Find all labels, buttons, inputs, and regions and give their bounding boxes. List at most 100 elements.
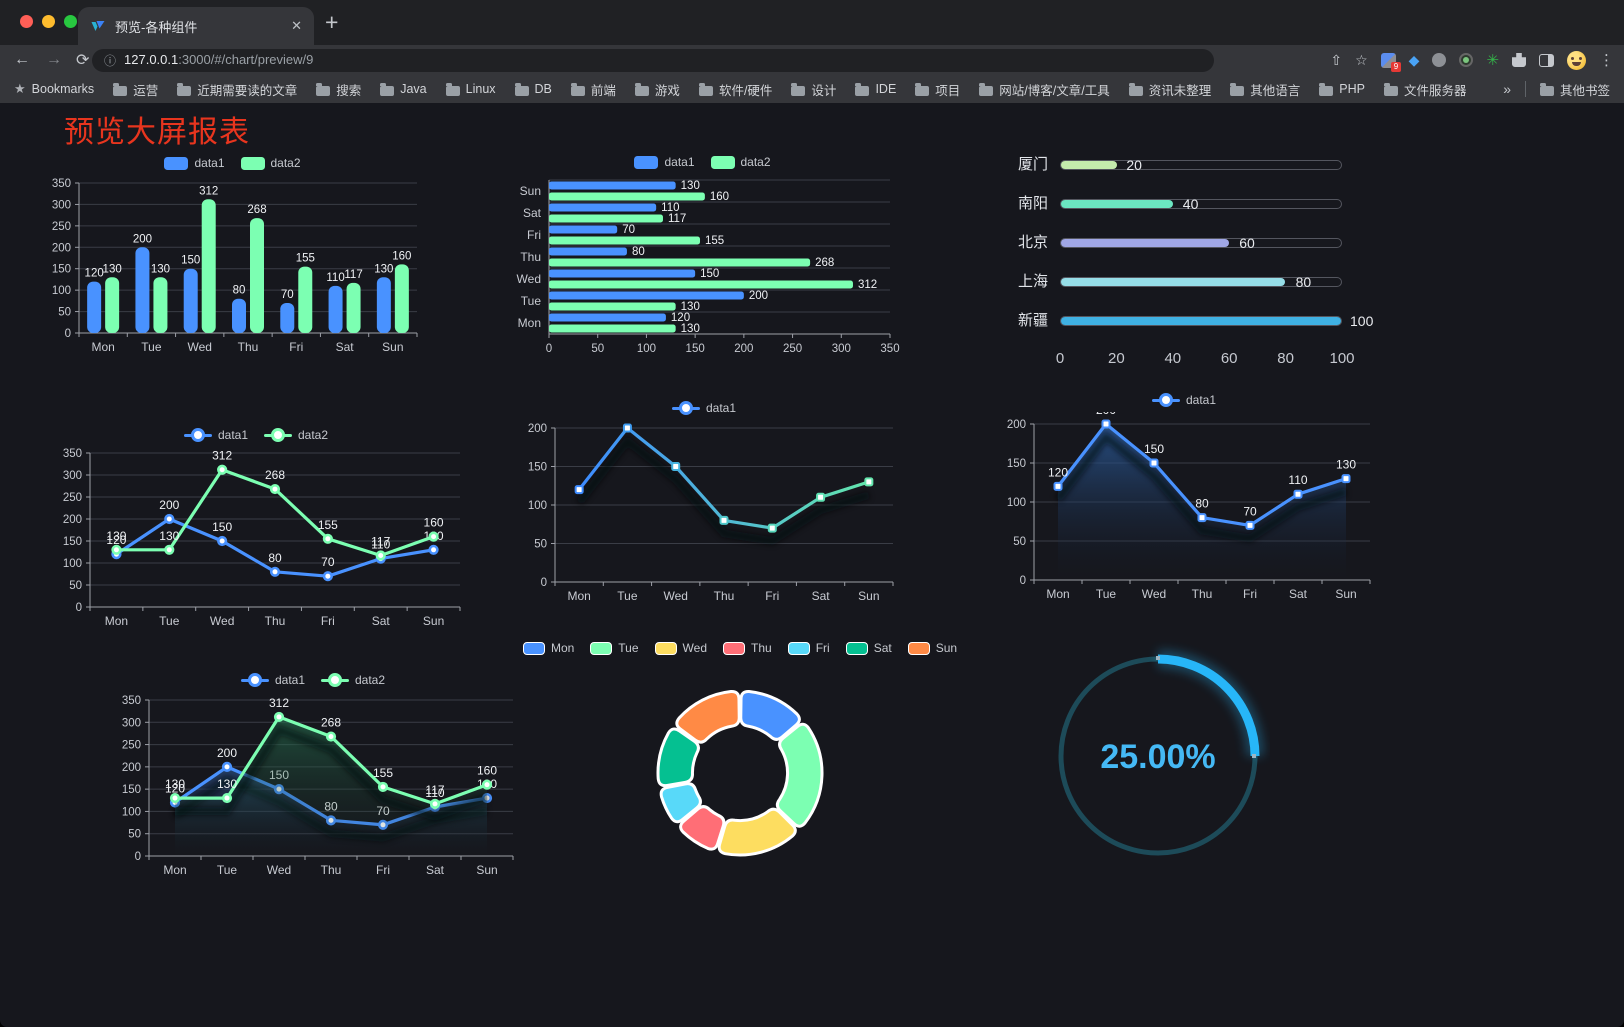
legend-item[interactable]: Sat bbox=[845, 641, 892, 655]
legend-item[interactable]: Tue bbox=[590, 641, 639, 655]
bookmark-folder[interactable]: Java bbox=[380, 82, 427, 96]
progress-row: 南阳 40 bbox=[1002, 194, 1370, 214]
bookmarks-root[interactable]: ★ Bookmarks bbox=[14, 81, 94, 97]
address-bar[interactable]: ⓘ 127.0.0.1:3000/#/chart/preview/9 bbox=[92, 48, 1214, 72]
svg-text:120: 120 bbox=[85, 268, 104, 280]
legend-item[interactable]: Thu bbox=[723, 641, 772, 655]
extension-star-icon[interactable]: ✳ bbox=[1486, 52, 1499, 69]
svg-text:117: 117 bbox=[425, 783, 444, 797]
line-chart-gradient[interactable]: data1 0 50 100 150 200 Mon Tue Wed Thu Fri Sat Sun bbox=[505, 398, 903, 612]
extension-green-circle-icon[interactable] bbox=[1459, 53, 1474, 67]
bookmark-folder[interactable]: 文件服务器 bbox=[1383, 80, 1466, 99]
svg-text:100: 100 bbox=[637, 343, 656, 355]
legend-item[interactable]: Sun bbox=[907, 641, 957, 655]
legend-item[interactable]: data1 bbox=[240, 673, 305, 687]
gauge-chart-canvas[interactable]: 25.00% bbox=[1045, 636, 1270, 876]
bookmark-folder[interactable]: 运营 bbox=[113, 80, 158, 99]
new-tab-button[interactable]: + bbox=[325, 9, 339, 35]
bookmark-folder[interactable]: PHP bbox=[1319, 82, 1365, 96]
svg-text:150: 150 bbox=[212, 520, 232, 534]
bookmark-folder[interactable]: 设计 bbox=[791, 80, 836, 99]
extensions-puzzle-icon[interactable] bbox=[1512, 53, 1526, 67]
progress-chart[interactable]: 厦门 20 南阳 40 北京 60 上海 80 新疆 100 0 20 40 60 80 100 bbox=[1002, 155, 1373, 370]
legend-item[interactable]: data1 bbox=[183, 428, 248, 442]
tab-close-icon[interactable]: ✕ bbox=[291, 18, 302, 33]
page-content: 预览大屏报表 data1 data2 0 50 100 150 200 250 300 350 M… bbox=[0, 103, 1624, 1027]
extension-icon-badged[interactable]: 9 bbox=[1380, 52, 1401, 72]
bookmark-folder[interactable]: 网站/博客/文章/工具 bbox=[979, 80, 1110, 99]
profile-avatar[interactable] bbox=[1567, 50, 1586, 70]
bookmark-folder[interactable]: Linux bbox=[445, 82, 496, 96]
line-chart-two-series[interactable]: data1 data2 0 50 100 150 200 250 300 350 Mon Tue We… bbox=[42, 425, 470, 637]
other-bookmarks[interactable]: 其他书签 bbox=[1539, 80, 1610, 99]
extension-gem-icon[interactable]: ◆ bbox=[1408, 51, 1420, 68]
browser-tab[interactable]: 预览-各种组件 ✕ bbox=[78, 7, 314, 45]
bookmarks-overflow-icon[interactable]: » bbox=[1503, 81, 1511, 97]
share-icon[interactable]: ⇧ bbox=[1330, 51, 1343, 68]
donut-slice-tue[interactable] bbox=[775, 722, 824, 828]
legend-item[interactable]: data2 bbox=[240, 156, 301, 170]
legend-item[interactable]: data2 bbox=[710, 155, 771, 169]
legend-item[interactable]: Mon bbox=[522, 641, 574, 655]
back-icon[interactable]: ← bbox=[14, 51, 30, 68]
bookmark-folder[interactable]: 前端 bbox=[570, 80, 616, 99]
legend-item[interactable]: data1 bbox=[164, 156, 225, 170]
minimize-window-button[interactable] bbox=[42, 15, 55, 28]
legend-item[interactable]: data1 bbox=[1151, 393, 1216, 407]
line-chart-gradient-canvas[interactable]: 0 50 100 150 200 Mon Tue Wed Thu Fri Sat Sun bbox=[505, 420, 903, 612]
bar-chart-grouped[interactable]: data1 data2 0 50 100 150 200 250 300 350 Mon Tue We… bbox=[35, 153, 430, 365]
svg-text:200: 200 bbox=[122, 762, 141, 774]
legend-item[interactable]: data1 bbox=[671, 401, 736, 415]
line-chart-two-areas-canvas[interactable]: 0 50 100 150 200 250 300 350 Mon Tue Wed Thu Fri Sat S… bbox=[103, 692, 523, 888]
donut-chart-canvas[interactable] bbox=[548, 660, 932, 895]
bookmarks-separator bbox=[1524, 81, 1526, 97]
donut-slice-wed[interactable] bbox=[717, 807, 797, 857]
bar-chart-grouped-canvas[interactable]: 0 50 100 150 200 250 300 350 Mon Tue Wed Thu Fri Sat S… bbox=[35, 175, 430, 365]
bookmark-folder[interactable]: 其他语言 bbox=[1230, 80, 1300, 99]
axis-tick-label: 80 bbox=[1277, 350, 1294, 367]
svg-text:350: 350 bbox=[52, 178, 71, 190]
donut-slice-sat[interactable] bbox=[656, 727, 700, 788]
extension-circle-icon[interactable] bbox=[1432, 53, 1447, 67]
forward-icon[interactable]: → bbox=[46, 51, 62, 68]
folder-icon bbox=[570, 82, 585, 96]
bookmark-folder[interactable]: 软件/硬件 bbox=[698, 80, 772, 99]
donut-slice-fri[interactable] bbox=[659, 782, 702, 824]
gauge-chart[interactable]: 25.00% bbox=[1045, 636, 1270, 876]
close-window-button[interactable] bbox=[20, 15, 33, 28]
bookmark-folder[interactable]: 游戏 bbox=[634, 80, 680, 99]
progress-row: 上海 80 bbox=[1002, 272, 1370, 292]
donut-chart[interactable]: Mon Tue Wed Thu Fri Sat Sun bbox=[522, 638, 957, 895]
legend-item[interactable]: Wed bbox=[654, 641, 707, 655]
legend-item[interactable]: Fri bbox=[787, 641, 830, 655]
legend-item[interactable]: data2 bbox=[321, 673, 385, 687]
legend-item[interactable]: data2 bbox=[264, 428, 328, 442]
bookmark-star-icon[interactable]: ☆ bbox=[1355, 51, 1368, 68]
donut-slice-mon[interactable] bbox=[739, 690, 801, 741]
bookmark-folder[interactable]: 搜索 bbox=[316, 80, 361, 99]
sidebar-toggle-icon[interactable] bbox=[1539, 53, 1554, 67]
bookmark-folder[interactable]: 资讯未整理 bbox=[1128, 80, 1211, 99]
line-chart-area-canvas[interactable]: 0 50 100 150 200 Mon Tue Wed Thu Fri Sat Sun 120 200 1… bbox=[988, 412, 1380, 606]
svg-text:200: 200 bbox=[133, 233, 152, 245]
legend-item[interactable]: data1 bbox=[634, 155, 695, 169]
bookmark-folder[interactable]: DB bbox=[514, 82, 552, 96]
line-chart-two-series-canvas[interactable]: 0 50 100 150 200 250 300 350 Mon Tue Wed Thu Fri Sat S… bbox=[42, 447, 470, 637]
browser-menu-icon[interactable]: ⋮ bbox=[1599, 52, 1614, 69]
svg-text:Tue: Tue bbox=[159, 614, 180, 628]
site-info-icon[interactable]: ⓘ bbox=[104, 53, 117, 68]
line-chart-area[interactable]: data1 0 50 100 150 200 Mon Tue Wed Thu Fri Sat Sun 1… bbox=[988, 390, 1380, 606]
maximize-window-button[interactable] bbox=[64, 15, 77, 28]
donut-slice-sun[interactable] bbox=[675, 690, 741, 744]
folder-icon bbox=[445, 82, 460, 96]
reload-icon[interactable]: ⟳ bbox=[76, 52, 90, 69]
bar-chart-horizontal[interactable]: data1 data2 0 50 100 150 200 250 300 350 Sun 130 16… bbox=[505, 152, 900, 366]
donut-slice-thu[interactable] bbox=[679, 805, 726, 851]
bookmark-folder[interactable]: 近期需要读的文章 bbox=[177, 80, 297, 99]
svg-text:0: 0 bbox=[541, 577, 547, 589]
bookmark-folder[interactable]: IDE bbox=[855, 82, 896, 96]
bookmark-folder[interactable]: 项目 bbox=[915, 80, 960, 99]
line-chart-two-areas[interactable]: data1 data2 0 50 100 150 200 250 300 350 Mon Tue We… bbox=[103, 670, 523, 888]
svg-text:117: 117 bbox=[668, 213, 686, 225]
